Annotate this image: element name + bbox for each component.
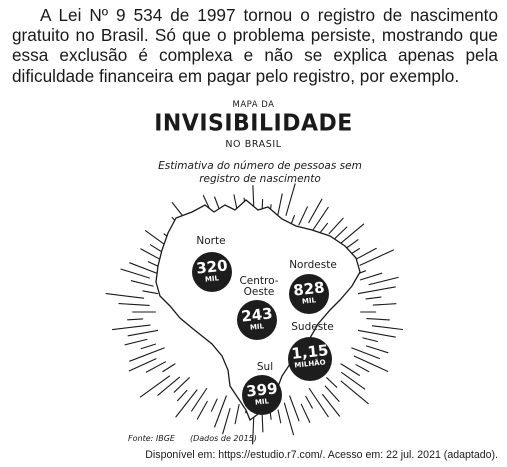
sunburst-ray [368, 276, 399, 286]
credit-line: Disponível em: https://estudio.r7.com/. … [145, 449, 498, 461]
sunburst-ray [173, 377, 190, 393]
sunburst-ray [128, 358, 157, 372]
sunburst-ray [140, 248, 161, 260]
sunburst-ray [162, 363, 176, 373]
sunburst-ray [371, 325, 403, 331]
region-label-norte: Norte [196, 235, 226, 247]
sunburst-ray [372, 303, 397, 306]
sunburst-ray [120, 268, 150, 279]
map-caption: Estimativa do número de pessoas sem regi… [150, 160, 370, 186]
sunburst-ray [324, 385, 340, 402]
sunburst-ray [305, 395, 313, 409]
sunburst-ray [322, 393, 341, 417]
bubble-centro-oeste: 243 MIL [237, 300, 277, 340]
sunburst-ray [129, 347, 165, 362]
sunburst-ray [142, 290, 159, 295]
sunburst-ray [118, 303, 150, 306]
sunburst-ray [234, 403, 240, 425]
map-subtitle: NO BRASIL [225, 139, 282, 150]
sunburst-ray [365, 296, 382, 300]
sunburst-ray [366, 318, 390, 321]
sunburst-ray [157, 376, 181, 396]
sunburst-ray [362, 337, 378, 343]
bubble-nordeste: 828 MIL [289, 274, 329, 314]
sunburst-ray [340, 380, 369, 405]
sunburst-ray [308, 387, 329, 418]
map-kicker: MAPA DA [232, 100, 275, 110]
sunburst-ray [340, 363, 360, 376]
sunburst-ray [355, 364, 370, 373]
intro-text: A Lei Nº 9 534 de 1997 tornou o registro… [12, 5, 498, 86]
sunburst-ray [111, 324, 151, 331]
map-data-note: (Dados de 2015) [190, 434, 257, 443]
sunburst-ray [357, 329, 396, 338]
sunburst-ray [366, 345, 389, 354]
sunburst-ray [127, 329, 159, 337]
map-caption-line2: registro de nascimento [199, 173, 321, 185]
sunburst-ray [289, 395, 300, 422]
intro-paragraph: A Lei Nº 9 534 de 1997 tornou o registro… [12, 5, 498, 86]
sunburst-ray [300, 403, 311, 423]
sunburst-ray [285, 183, 296, 216]
bubble-sudeste: 1,15 MILHÃO [288, 337, 332, 381]
sunburst-ray [175, 389, 198, 418]
sunburst-ray [283, 402, 295, 436]
sunburst-ray [357, 286, 396, 295]
sunburst-ray [308, 198, 323, 224]
bubble-sul: 399 MIL [242, 375, 282, 415]
map-source: Fonte: IBGE [128, 434, 175, 443]
region-label-centro-oeste: Centro- Oeste [234, 276, 284, 298]
sunburst-ray [191, 387, 208, 412]
sunburst-ray [359, 272, 383, 281]
sunburst-ray [326, 377, 338, 388]
sunburst-ray [196, 400, 208, 420]
map-title: INVISIBILIDADE [154, 110, 353, 137]
sunburst-ray [127, 318, 144, 321]
sunburst-ray [214, 395, 227, 428]
sunburst-ray [341, 371, 366, 390]
sunburst-ray [359, 249, 394, 266]
sunburst-ray [176, 389, 188, 402]
bubble-norte: 320 MIL [192, 252, 232, 292]
sunburst-ray [105, 293, 145, 299]
sunburst-ray [130, 280, 154, 287]
sunburst-ray [351, 347, 380, 360]
sunburst-ray [277, 409, 282, 424]
sunburst-ray [353, 355, 389, 372]
sunburst-ray [345, 239, 359, 249]
region-label-sudeste: Sudeste [291, 321, 334, 333]
sunburst-ray [222, 408, 231, 435]
sunburst-ray [145, 361, 167, 373]
region-label-sul: Sul [256, 361, 274, 373]
region-label-nordeste: Nordeste [289, 259, 337, 271]
sunburst-ray [140, 343, 157, 350]
sunburst-ray [124, 338, 148, 346]
sunburst-ray [328, 217, 344, 235]
sunburst-ray [298, 206, 308, 226]
sunburst-ray [210, 398, 218, 412]
map-caption-line1: Estimativa do número de pessoas sem [158, 160, 362, 172]
region-label-centro-oeste-line2: Oeste [243, 286, 275, 298]
sunburst-ray [139, 375, 171, 398]
region-label-centro-oeste-line1: Centro- [239, 275, 279, 287]
